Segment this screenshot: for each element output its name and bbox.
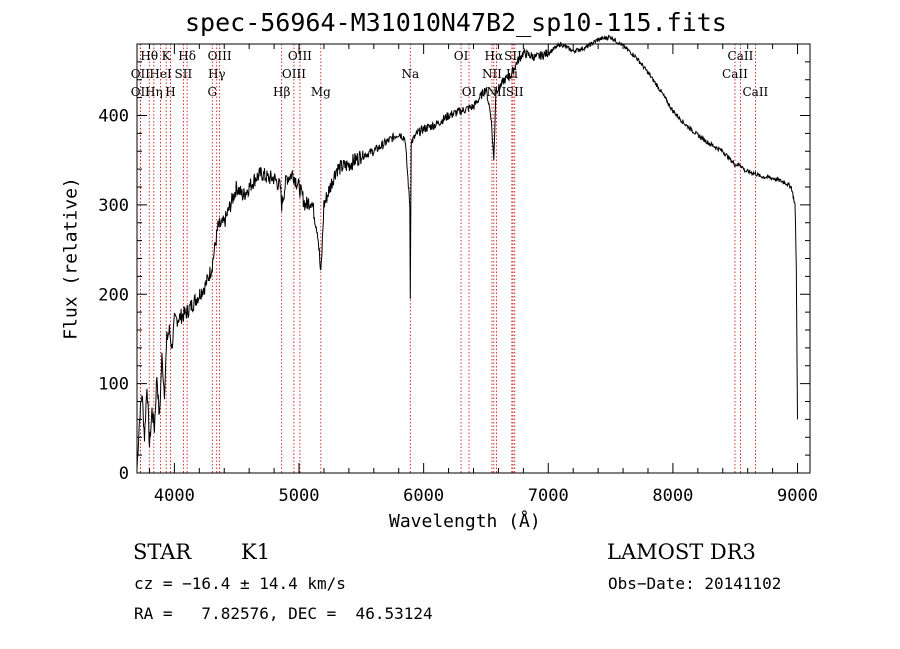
x-tick-label-8000: 8000 — [652, 486, 693, 506]
line-label-25: CaII — [722, 67, 748, 81]
observation-date: Obs−Date: 20141102 — [608, 574, 782, 593]
x-axis-label: Wavelength (Å) — [389, 511, 541, 532]
line-label-15: Mg — [311, 85, 331, 99]
redshift-velocity: cz = −16.4 ± 14.4 km/s — [134, 574, 346, 593]
line-label-27: CaII — [742, 85, 768, 99]
y-tick-label-0: 0 — [119, 464, 129, 484]
line-label-26: CaII — [728, 49, 754, 63]
line-label-3: Hη — [145, 85, 163, 99]
line-label-2: OII — [131, 85, 151, 99]
spectral-line-markers — [139, 44, 756, 473]
y-tick-label-200: 200 — [98, 285, 129, 305]
line-label-20: NII — [482, 67, 502, 81]
subclass: K1 — [241, 540, 271, 564]
spectrum-line — [136, 34, 798, 469]
line-label-12: Hβ — [273, 85, 290, 99]
y-tick-label-300: 300 — [98, 196, 129, 216]
line-label-18: OI — [462, 85, 477, 99]
line-label-5: K — [162, 49, 172, 63]
line-label-14: OIII — [288, 49, 312, 63]
coordinates: RA = 7.82576, DEC = 46.53124 — [134, 604, 433, 623]
x-tick-label-4000: 4000 — [154, 486, 195, 506]
survey-name: LAMOST DR3 — [607, 540, 756, 564]
object-type: STAR — [133, 540, 192, 564]
line-label-6: H — [165, 85, 175, 99]
line-label-16: Na — [401, 67, 419, 81]
y-axis-label: Flux (relative) — [60, 177, 82, 340]
line-label-13: OIII — [282, 67, 306, 81]
line-label-24: SII — [506, 85, 524, 99]
x-tick-label-6000: 6000 — [403, 486, 444, 506]
line-label-8: Hδ — [178, 49, 196, 63]
line-label-19: Hα — [485, 49, 504, 63]
line-label-23: Li — [506, 67, 518, 81]
line-label-17: OI — [454, 49, 469, 63]
line-label-11: G — [207, 85, 217, 99]
line-label-9: OIII — [208, 49, 232, 63]
line-label-10: Hγ — [208, 67, 226, 81]
y-tick-label-100: 100 — [98, 375, 129, 395]
x-tick-label-9000: 9000 — [777, 486, 818, 506]
line-label-1: Hθ — [140, 49, 158, 63]
line-label-22: SII — [504, 49, 522, 63]
line-label-4: HeI — [149, 67, 172, 81]
line-label-0: OII — [131, 67, 151, 81]
axis-ticks: 4000 5000 6000 7000 8000 9000 0 100 200 300 400 — [98, 44, 818, 506]
x-tick-label-5000: 5000 — [279, 486, 320, 506]
y-tick-label-400: 400 — [98, 107, 129, 127]
x-tick-label-7000: 7000 — [528, 486, 569, 506]
line-label-21: NII — [486, 85, 506, 99]
line-label-7: SII — [175, 67, 193, 81]
chart-title: spec-56964-M31010N47B2_sp10-115.fits — [185, 8, 727, 37]
